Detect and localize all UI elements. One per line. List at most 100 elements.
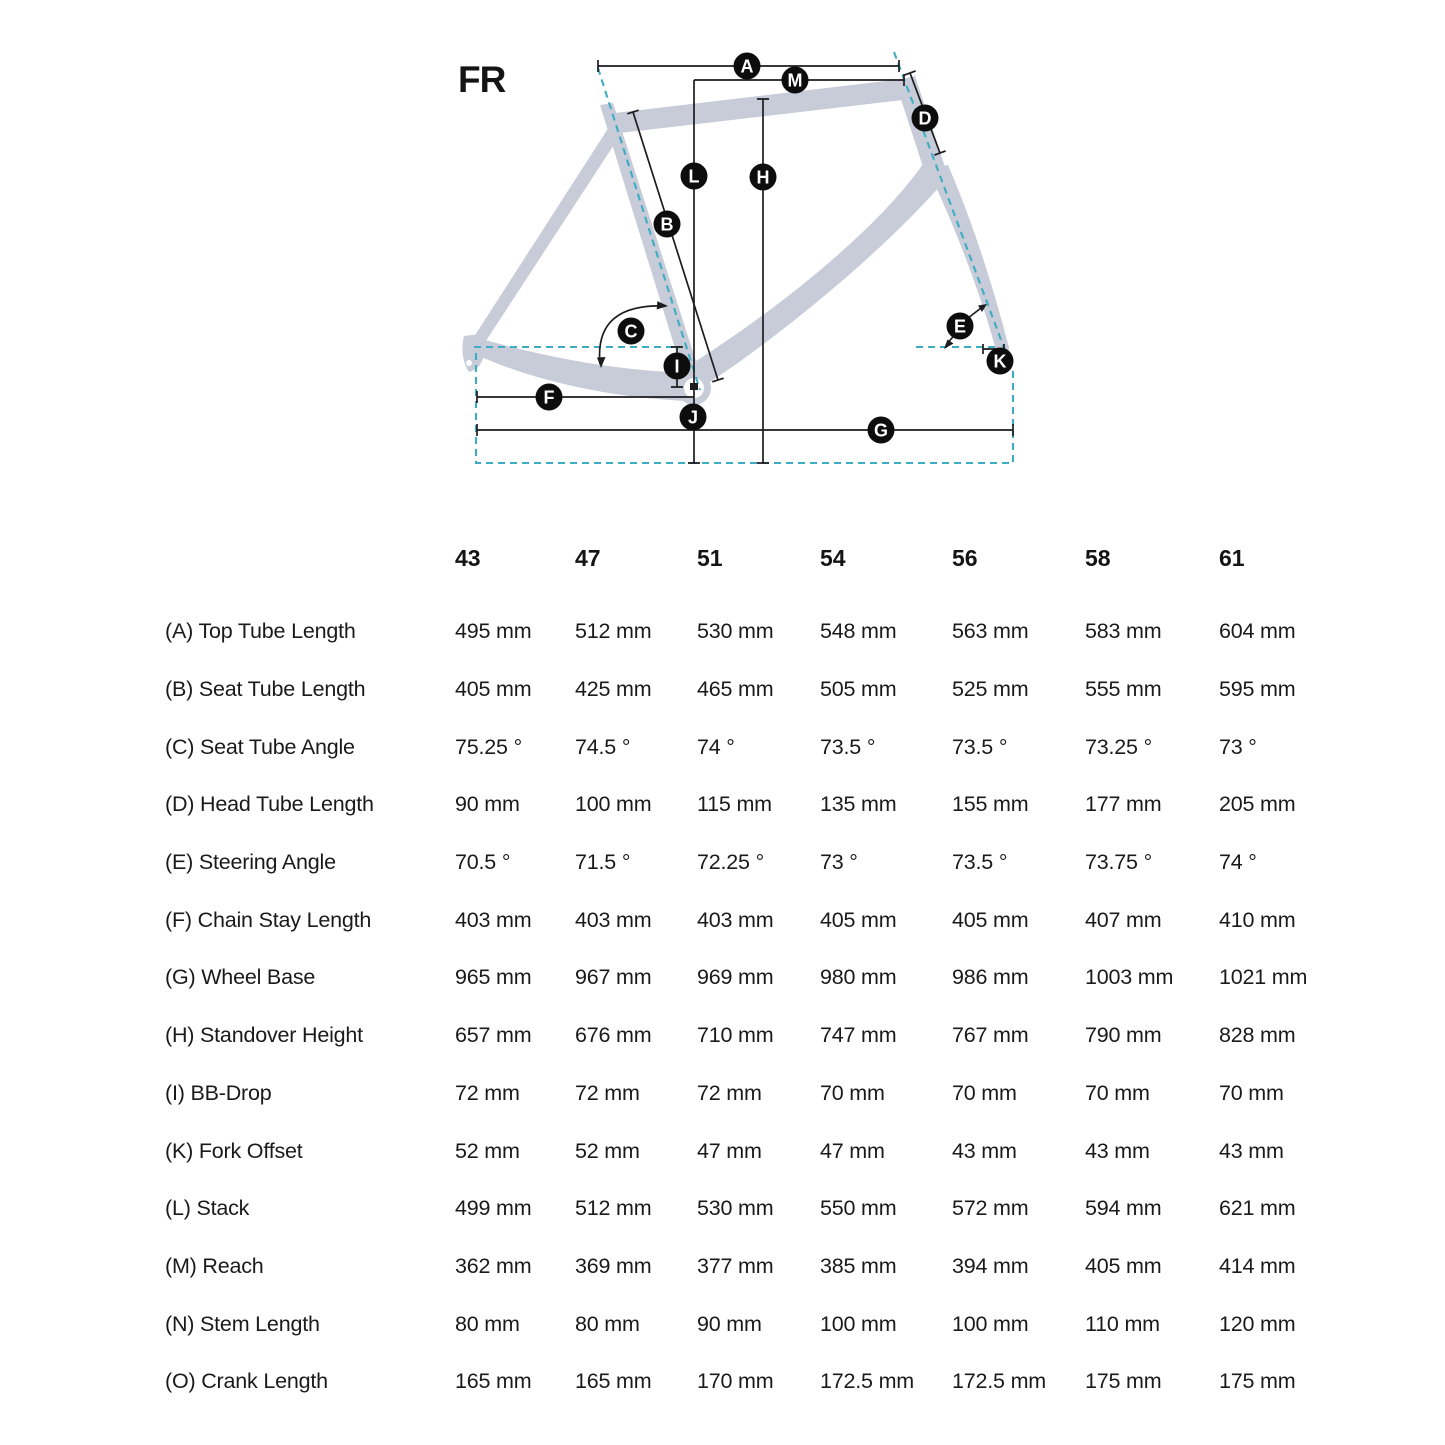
seat-tube xyxy=(600,103,703,387)
row-value: 70 mm xyxy=(820,1080,885,1105)
row-value: 74 ° xyxy=(1219,850,1257,875)
row-value: 512 mm xyxy=(575,1196,652,1221)
row-value: 530 mm xyxy=(697,619,774,644)
seat-stays xyxy=(470,127,621,350)
table-row: (M) Reach 362 mm 369 mm 377 mm 385 mm 394 mm 4… xyxy=(165,1238,1359,1296)
row-value: 555 mm xyxy=(1085,677,1162,702)
row-value: 967 mm xyxy=(575,965,652,990)
size-column-header: 47 xyxy=(575,544,601,571)
row-label: (E) Steering Angle xyxy=(165,850,336,875)
seat-angle-arrowhead-bottom xyxy=(597,357,606,368)
row-label: (H) Standover Height xyxy=(165,1023,363,1048)
row-value: 165 mm xyxy=(455,1369,532,1394)
row-value: 465 mm xyxy=(697,677,774,702)
marker-letter: M xyxy=(788,71,803,91)
steering-angle-arrowhead-lower xyxy=(944,339,954,349)
row-value: 657 mm xyxy=(455,1023,532,1048)
marker-letter: H xyxy=(757,168,770,188)
row-value: 495 mm xyxy=(455,619,532,644)
row-label: (F) Chain Stay Length xyxy=(165,907,372,932)
row-value: 52 mm xyxy=(455,1138,520,1163)
row-value: 530 mm xyxy=(697,1196,774,1221)
row-value: 583 mm xyxy=(1085,619,1162,644)
row-value: 828 mm xyxy=(1219,1023,1296,1048)
row-value: 512 mm xyxy=(575,619,652,644)
row-value: 790 mm xyxy=(1085,1023,1162,1048)
measure-line-B xyxy=(627,109,724,383)
row-value: 73 ° xyxy=(1219,734,1257,759)
row-value: 621 mm xyxy=(1219,1196,1296,1221)
measure-line-G xyxy=(476,424,1014,436)
table-row: (B) Seat Tube Length 405 mm 425 mm 465 mm 50… xyxy=(165,661,1359,719)
row-value: 767 mm xyxy=(952,1023,1029,1048)
table-row: (C) Seat Tube Angle 75.25 ° 74.5 ° 74 ° 73.5… xyxy=(165,718,1359,776)
row-value: 407 mm xyxy=(1085,907,1162,932)
row-value: 165 mm xyxy=(575,1369,652,1394)
row-value: 177 mm xyxy=(1085,792,1162,817)
row-value: 525 mm xyxy=(952,677,1029,702)
row-value: 604 mm xyxy=(1219,619,1296,644)
row-value: 965 mm xyxy=(455,965,532,990)
diagram-marker-K: K xyxy=(986,347,1014,375)
diagram-marker-M: M xyxy=(781,66,809,94)
rear-dropout-hole xyxy=(466,360,472,366)
marker-letter: C xyxy=(625,322,638,342)
diagram-markers: A M D L H B C E I K F J xyxy=(535,52,1014,444)
geometry-table-body: (A) Top Tube Length 495 mm 512 mm 530 mm 548… xyxy=(165,603,1359,1411)
row-label: (C) Seat Tube Angle xyxy=(165,734,355,759)
row-value: 172.5 mm xyxy=(820,1369,914,1394)
rear-dropout xyxy=(462,334,485,372)
marker-letter: A xyxy=(741,57,754,77)
row-value: 70 mm xyxy=(952,1080,1017,1105)
row-value: 595 mm xyxy=(1219,677,1296,702)
row-value: 73.5 ° xyxy=(820,734,876,759)
row-value: 155 mm xyxy=(952,792,1029,817)
down-tube xyxy=(688,155,951,386)
row-label: (N) Stem Length xyxy=(165,1311,320,1336)
row-value: 73.5 ° xyxy=(952,734,1008,759)
size-column-header: 61 xyxy=(1219,544,1245,571)
table-row: (K) Fork Offset 52 mm 52 mm 47 mm 47 mm 43 mm… xyxy=(165,1122,1359,1180)
row-value: 747 mm xyxy=(820,1023,897,1048)
marker-letter: E xyxy=(954,317,966,337)
row-value: 676 mm xyxy=(575,1023,652,1048)
bounding-box-line xyxy=(474,353,1015,465)
row-value: 70 mm xyxy=(1219,1080,1284,1105)
seat-angle-arrowhead-top xyxy=(656,301,668,310)
diagram-marker-F: F xyxy=(535,383,563,411)
table-row: (G) Wheel Base 965 mm 967 mm 969 mm 980 mm 98… xyxy=(165,949,1359,1007)
size-column-header: 43 xyxy=(455,544,481,571)
size-column-header: 54 xyxy=(820,544,846,571)
row-value: 100 mm xyxy=(820,1311,897,1336)
size-header-row: 43 47 51 54 56 58 61 xyxy=(165,543,1359,573)
table-row: (F) Chain Stay Length 403 mm 403 mm 403 mm 4… xyxy=(165,891,1359,949)
row-value: 563 mm xyxy=(952,619,1029,644)
row-value: 90 mm xyxy=(697,1311,762,1336)
diagram-marker-B: B xyxy=(653,210,681,238)
row-value: 410 mm xyxy=(1219,907,1296,932)
row-value: 90 mm xyxy=(455,792,520,817)
row-value: 405 mm xyxy=(455,677,532,702)
table-row: (D) Head Tube Length 90 mm 100 mm 115 mm 135… xyxy=(165,776,1359,834)
diagram-title: FR xyxy=(458,59,506,100)
row-value: 377 mm xyxy=(697,1253,774,1278)
row-value: 369 mm xyxy=(575,1253,652,1278)
row-label: (K) Fork Offset xyxy=(165,1138,303,1163)
row-value: 403 mm xyxy=(455,907,532,932)
row-value: 414 mm xyxy=(1219,1253,1296,1278)
row-label: (I) BB-Drop xyxy=(165,1080,272,1105)
table-row: (H) Standover Height 657 mm 676 mm 710 mm 74… xyxy=(165,1007,1359,1065)
marker-letter: G xyxy=(874,421,888,441)
row-value: 548 mm xyxy=(820,619,897,644)
row-label: (O) Crank Length xyxy=(165,1369,328,1394)
row-value: 43 mm xyxy=(1085,1138,1150,1163)
row-label: (A) Top Tube Length xyxy=(165,619,356,644)
row-value: 47 mm xyxy=(697,1138,762,1163)
seat-tube-axis-line xyxy=(596,67,702,391)
row-value: 72 mm xyxy=(697,1080,762,1105)
row-value: 394 mm xyxy=(952,1253,1029,1278)
diagram-marker-I: I xyxy=(663,352,691,380)
marker-letter: I xyxy=(674,357,679,377)
row-label: (G) Wheel Base xyxy=(165,965,316,990)
